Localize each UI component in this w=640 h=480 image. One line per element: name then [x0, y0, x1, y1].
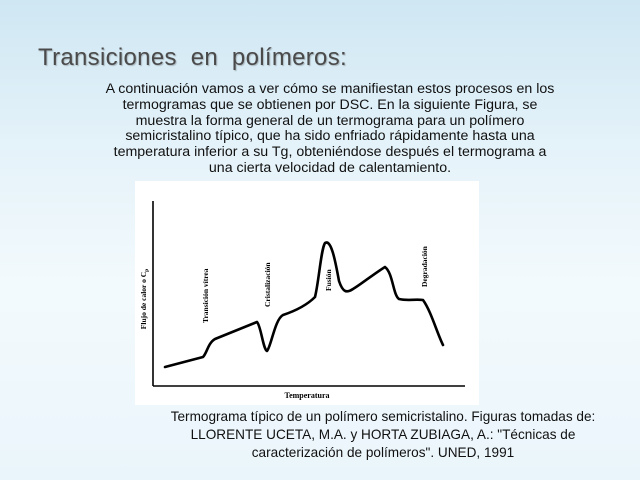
- melting-label: Fusión: [324, 268, 333, 291]
- thermogram-curve: [163, 241, 445, 369]
- slide-title: Transiciones en polímeros:: [38, 44, 347, 71]
- intro-line: semicristalino típico, que ha sido enfri…: [125, 128, 535, 145]
- intro-line: temperatura inferior a su Tg, obteniéndo…: [113, 144, 547, 161]
- x-axis-label: Temperatura: [284, 391, 329, 400]
- intro-paragraph: A continuación vamos a ver cómo se manif…: [52, 81, 608, 177]
- y-axis-label-subscript: p: [144, 269, 150, 272]
- figure-caption: Termograma típico de un polímero semicri…: [128, 408, 638, 462]
- y-axis-label-group: Flujo de calor o Cp: [139, 269, 150, 329]
- thermogram-diagram: Temperatura Flujo de calor o Cp Transici…: [139, 201, 465, 400]
- glass-transition-label: Transición vítrea: [201, 268, 210, 323]
- svg-text:Flujo de calor o Cp: Flujo de calor o Cp: [139, 269, 150, 329]
- crystallization-label: Cristalización: [263, 262, 272, 307]
- y-axis-label: Flujo de calor o C: [139, 272, 148, 329]
- intro-line: A continuación vamos a ver cómo se manif…: [105, 81, 555, 97]
- thermogram-figure: Temperatura Flujo de calor o Cp Transici…: [135, 181, 479, 405]
- degradation-label: Degradación: [420, 245, 429, 287]
- caption-line: caracterización de polímeros". UNED, 199…: [251, 445, 515, 460]
- caption-line: Termograma típico de un polímero semicri…: [170, 409, 596, 424]
- intro-line: muestra la forma general de un termogram…: [135, 112, 525, 129]
- caption-line: LLORENTE UCETA, M.A. y HORTA ZUBIAGA, A.…: [190, 427, 576, 442]
- intro-line: una cierta velocidad de calentamiento.: [208, 159, 452, 176]
- intro-line: termogramas que se obtienen por DSC. En …: [122, 96, 538, 113]
